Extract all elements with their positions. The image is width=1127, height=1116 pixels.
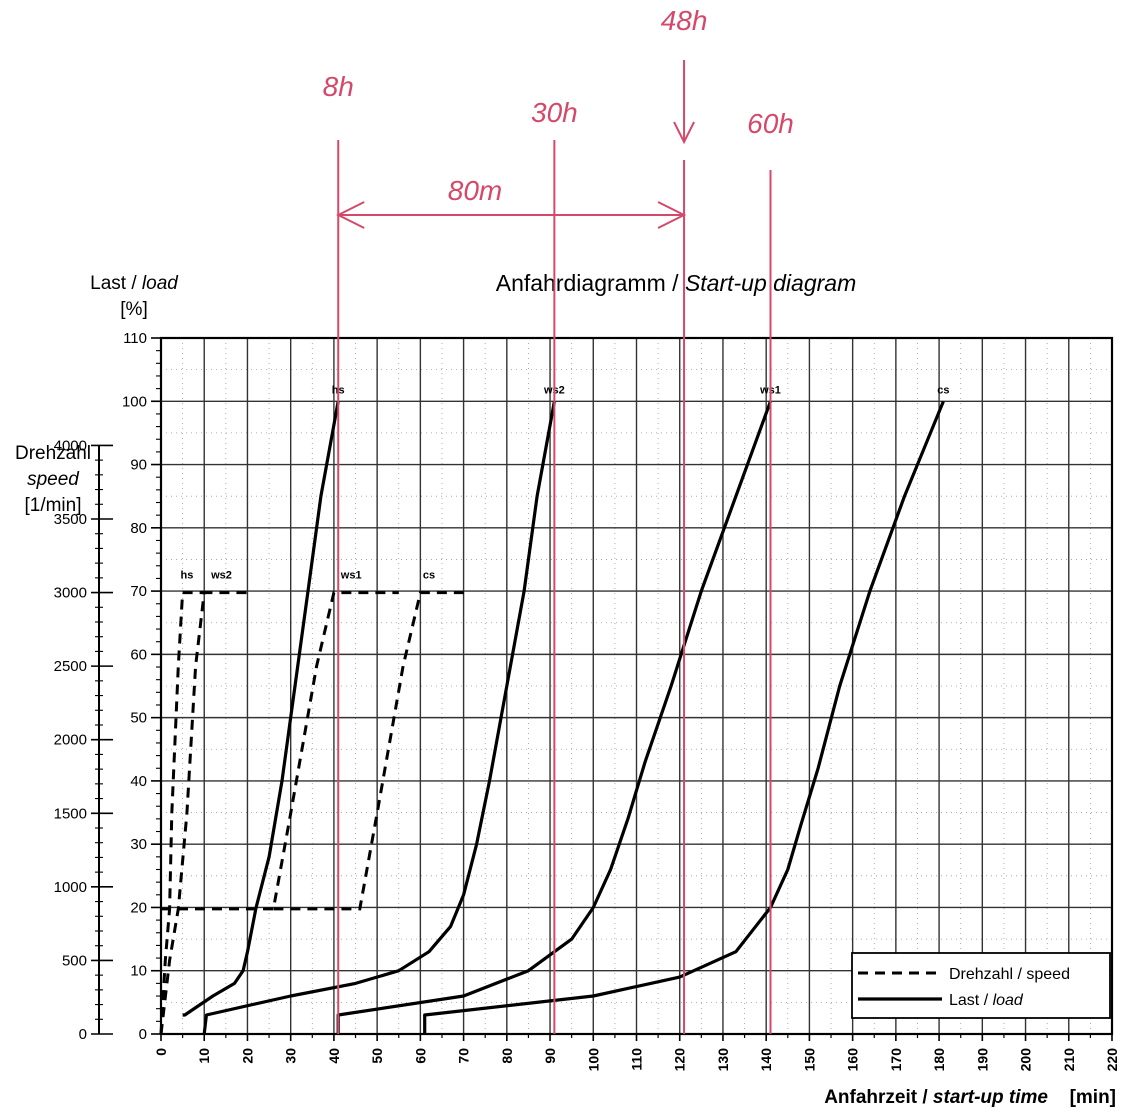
load-line-ws1 [336, 400, 773, 1034]
speed-line-cs [273, 591, 468, 911]
x-tick-label: 220 [1104, 1048, 1120, 1072]
hours-marker-label: 30h [531, 97, 578, 128]
speed-tick-label: 2500 [54, 658, 87, 675]
x-tick-label: 30 [283, 1048, 299, 1064]
speed-line-hs [159, 591, 205, 1035]
load-tick-label: 10 [130, 963, 147, 980]
legend-speed-label: Drehzahl / speed [949, 966, 1070, 983]
load-line-hs [182, 401, 340, 1017]
load-tick-label: 0 [139, 1026, 147, 1043]
span-arrow-right-head [657, 201, 687, 229]
legend-load-label: Last / load [949, 992, 1024, 1009]
speed-tick-label: 3500 [54, 511, 87, 528]
hours-marker-label: 48h [661, 5, 708, 36]
speed-tick-label: 1500 [54, 805, 87, 822]
speed-line-ws2 [159, 591, 252, 1035]
speed-axis-title: Drehzahl [15, 443, 91, 464]
x-tick-label: 180 [931, 1048, 947, 1072]
x-tick-label: 200 [1018, 1048, 1034, 1072]
load-tick-label: 80 [130, 520, 147, 537]
x-tick-label: 160 [845, 1048, 861, 1072]
load-series-label: cs [937, 384, 949, 396]
load-axis-unit: [%] [120, 299, 147, 320]
x-tick-label: 60 [412, 1048, 428, 1064]
legend-load-label-en: load [993, 992, 1024, 1009]
x-axis-title: Anfahrzeit / start-up time [824, 1087, 1048, 1108]
x-tick-label: 20 [239, 1048, 255, 1064]
load-tick-label: 40 [130, 773, 147, 790]
x-tick-label: 50 [369, 1048, 385, 1064]
load-tick-label: 20 [130, 899, 147, 916]
speed-series-label: ws1 [340, 570, 362, 582]
speed-tick-label: 500 [62, 952, 87, 969]
x-tick-label: 170 [888, 1048, 904, 1072]
x-tick-label: 190 [974, 1048, 990, 1072]
x-tick-label: 150 [801, 1048, 817, 1072]
x-tick-label: 140 [758, 1048, 774, 1072]
load-axis-title: Last / load [90, 273, 179, 294]
hours-marker-label: 60h [747, 108, 794, 139]
arrow-48h-head [673, 121, 695, 145]
x-tick-label: 100 [585, 1048, 601, 1072]
load-line-ws2 [202, 401, 556, 1035]
load-axis-title-en: load [142, 273, 179, 294]
speed-series-label: ws2 [210, 570, 232, 582]
load-tick-label: 70 [130, 583, 147, 600]
speed-tick-label: 2000 [54, 732, 87, 749]
speed-axis-title-en: speed [27, 469, 80, 490]
span-arrow-left-head [335, 201, 365, 229]
x-tick-label: 10 [196, 1048, 212, 1064]
speed-tick-label: 3000 [54, 585, 87, 602]
x-tick-label: 110 [629, 1048, 645, 1071]
speed-tick-label: 1000 [54, 879, 87, 896]
speed-axis-unit: [1/min] [24, 495, 81, 516]
load-tick-label: 50 [130, 710, 147, 727]
x-tick-label: 90 [542, 1048, 558, 1064]
speed-series-label: cs [423, 570, 435, 582]
x-tick-label: 0 [153, 1048, 169, 1056]
chart-title: Anfahrdiagramm / Start-up diagram [496, 270, 857, 296]
x-tick-label: 70 [456, 1048, 472, 1064]
speed-tick-label: 0 [79, 1026, 87, 1043]
speed-line-ws1 [161, 591, 399, 911]
speed-tick-label: 4000 [54, 437, 87, 454]
load-tick-label: 30 [130, 836, 147, 853]
hours-marker-label: 8h [323, 71, 354, 102]
load-line-cs [423, 400, 945, 1034]
x-tick-label: 130 [715, 1048, 731, 1072]
load-tick-label: 100 [122, 393, 147, 410]
span-label: 80m [448, 175, 502, 206]
x-tick-label: 120 [672, 1048, 688, 1072]
load-tick-label: 110 [123, 330, 147, 347]
x-tick-label: 80 [499, 1048, 515, 1064]
x-axis-title-en: start-up time [933, 1087, 1049, 1108]
x-tick-label: 210 [1061, 1048, 1077, 1072]
load-tick-label: 90 [130, 457, 147, 474]
speed-series-label: hs [181, 570, 194, 582]
x-axis-unit: [min] [1070, 1087, 1116, 1108]
load-tick-label: 60 [130, 646, 147, 663]
x-tick-label: 40 [326, 1048, 342, 1064]
legend-box [851, 952, 1111, 1019]
